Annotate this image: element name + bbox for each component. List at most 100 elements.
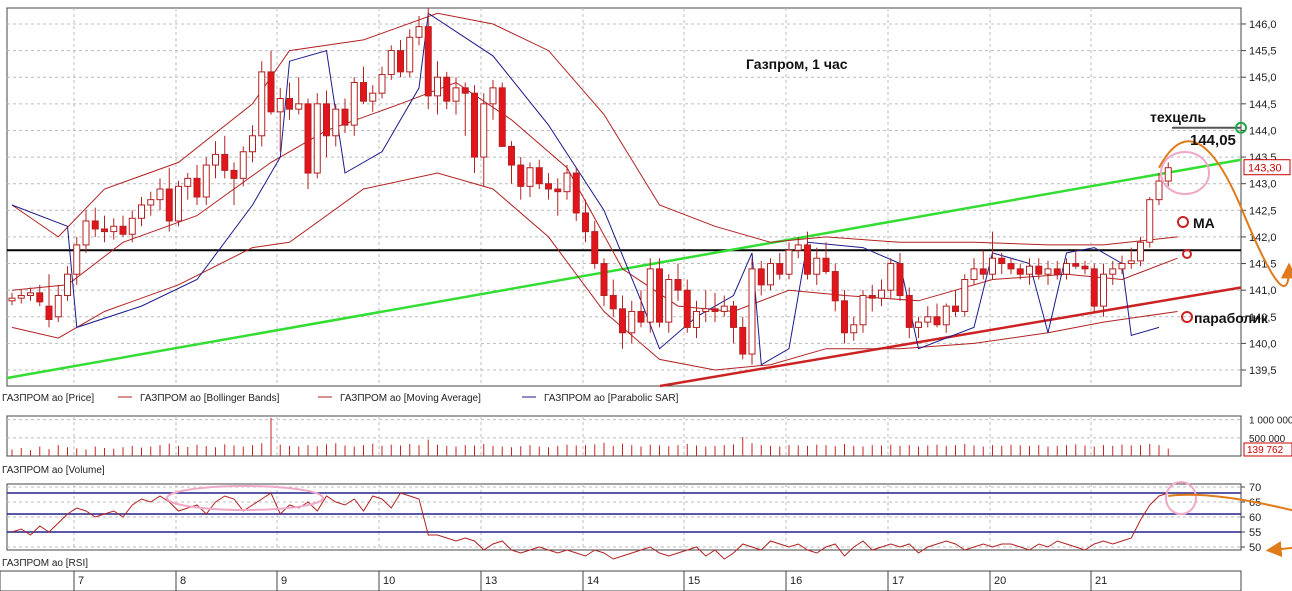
candle-up — [73, 244, 81, 275]
candle-up — [387, 50, 395, 76]
candles — [8, 8, 1172, 365]
candle-up — [628, 310, 636, 334]
candle-down — [1035, 265, 1043, 275]
candle-down — [831, 271, 839, 302]
candle-down — [443, 76, 451, 102]
candle-down — [683, 289, 691, 328]
candle-up — [434, 76, 441, 97]
candle-up — [942, 305, 950, 326]
candle-up — [646, 268, 654, 323]
current-price-label: 143,30 — [1248, 163, 1282, 175]
ma-marker — [1177, 216, 1189, 228]
legend-entry: ГАЗПРОМ ао [Parabolic SAR] — [544, 393, 679, 404]
candle-up — [748, 268, 756, 355]
volume-bars — [11, 417, 1169, 456]
candle-up — [665, 279, 673, 323]
volume-current-label: 139 762 — [1247, 445, 1284, 456]
candle-up — [82, 220, 90, 246]
candle-up — [1063, 263, 1070, 275]
volume-tick-label: 1 000 000 — [1249, 416, 1292, 427]
candle-up — [202, 164, 210, 198]
candle-up — [350, 82, 358, 126]
candle-down — [591, 231, 599, 265]
candle-up — [989, 257, 996, 275]
candle-down — [323, 103, 330, 137]
candle-up — [813, 257, 821, 275]
price-tick-label: 140,0 — [1249, 338, 1277, 350]
candle-up — [693, 310, 700, 328]
price-y-axis: 146,0145,5145,0144,5144,0143,5143,0142,5… — [1241, 19, 1291, 377]
price-tick-label: 144,5 — [1249, 99, 1277, 111]
candle-up — [175, 185, 182, 222]
candle-down — [776, 263, 784, 275]
chart-title: Газпром, 1 час — [746, 56, 848, 72]
rsi-forecast-arrow — [1168, 493, 1292, 558]
candle-down — [905, 294, 913, 328]
candle-down — [757, 268, 765, 286]
candle-up — [295, 103, 303, 110]
target-value: 144,05 — [1190, 132, 1236, 149]
candle-up — [859, 294, 867, 326]
date-label: 7 — [78, 575, 84, 587]
date-label: 17 — [892, 575, 904, 587]
candle-down — [674, 279, 682, 291]
candle-up — [924, 316, 932, 323]
current-price-box — [1243, 159, 1291, 176]
candle-up — [415, 26, 423, 38]
candle-down — [535, 167, 543, 185]
candle-up — [406, 36, 414, 73]
candle-up — [1146, 199, 1154, 243]
candle-up — [1127, 260, 1135, 265]
price-tick-label: 145,5 — [1249, 46, 1277, 58]
candle-up — [128, 217, 136, 235]
bollinger-upper-line — [11, 12, 1178, 246]
candle-up — [110, 225, 118, 233]
date-axis: 7 8 9 10 13 14 15 16 17 20 21 — [73, 571, 1107, 591]
forecast-arrow — [1158, 140, 1292, 288]
date-label: 20 — [994, 575, 1006, 587]
candle-up — [54, 294, 62, 318]
candle-down — [896, 263, 904, 296]
candle-down — [1007, 263, 1015, 270]
candle-down — [656, 268, 663, 323]
candle-down — [711, 308, 719, 312]
candle-down — [424, 26, 432, 97]
candle-down — [230, 169, 238, 179]
candle-up — [1118, 263, 1126, 270]
legend-entry: ГАЗПРОМ ао [Price] — [2, 393, 94, 404]
target-marker — [1235, 121, 1247, 134]
candle-up — [276, 98, 284, 113]
candle-down — [822, 257, 830, 273]
candle-down — [341, 108, 349, 126]
volume-tick-label: 500 000 — [1249, 434, 1286, 445]
candle-down — [360, 82, 367, 102]
candle-down — [36, 292, 44, 303]
candle-up — [1155, 180, 1163, 201]
candle-down — [572, 172, 580, 214]
candle-up — [878, 289, 885, 299]
candle-up — [1164, 167, 1172, 182]
candle-up — [526, 167, 534, 187]
legend: ГАЗПРОМ ао [Price] ГАЗПРОМ ао [Bollinger … — [2, 393, 679, 404]
candle-up — [1109, 268, 1117, 275]
candle-down — [91, 220, 99, 230]
candle-up — [239, 151, 247, 179]
rsi-tick-label: 70 — [1249, 482, 1261, 494]
candle-up — [138, 204, 145, 219]
candle-up — [1044, 268, 1052, 275]
candle-down — [119, 225, 127, 235]
candle-up — [794, 244, 802, 251]
candle-down — [267, 71, 275, 113]
candle-up — [64, 273, 71, 296]
candle-up — [1026, 265, 1033, 275]
parabolic-sar-line — [11, 12, 1160, 366]
candle-up — [313, 103, 321, 174]
candle-up — [369, 92, 377, 102]
rsi-line — [11, 492, 1169, 560]
bollinger-lower-line — [11, 172, 1178, 371]
candle-up — [961, 279, 969, 312]
candle-up — [480, 103, 488, 158]
candle-up — [720, 305, 728, 312]
candle-up — [887, 263, 895, 291]
